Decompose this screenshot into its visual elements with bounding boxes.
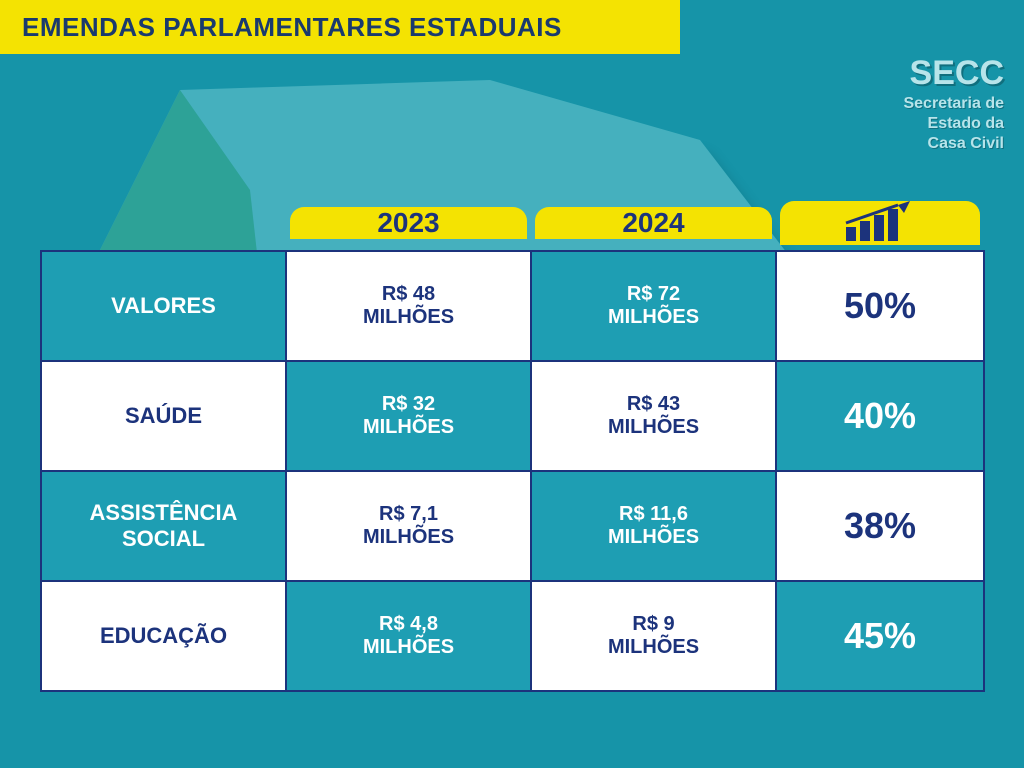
row-label: EDUCAÇÃO	[41, 581, 286, 691]
row-label: SAÚDE	[41, 361, 286, 471]
col-header-2024: 2024	[535, 207, 772, 239]
agency-logo: SECC Secretaria deEstado daCasa Civil	[903, 56, 1004, 154]
cell-pct: 38%	[776, 471, 984, 581]
cell-2023: R$ 7,1MILHÕES	[286, 471, 531, 581]
row-label: VALORES	[41, 251, 286, 361]
cell-pct: 45%	[776, 581, 984, 691]
col-header-2023: 2023	[290, 207, 527, 239]
col-header-growth	[780, 201, 980, 245]
growth-bars-icon	[840, 201, 920, 245]
row-label: ASSISTÊNCIA SOCIAL	[41, 471, 286, 581]
title-text: EMENDAS PARLAMENTARES ESTADUAIS	[22, 12, 562, 43]
data-table: 2023 2024 VALOR	[40, 195, 985, 692]
cell-pct: 50%	[776, 251, 984, 361]
cell-2024: R$ 72MILHÕES	[531, 251, 776, 361]
cell-2023: R$ 32MILHÕES	[286, 361, 531, 471]
cell-2024: R$ 11,6MILHÕES	[531, 471, 776, 581]
cell-2023: R$ 4,8MILHÕES	[286, 581, 531, 691]
logo-full-name: Secretaria deEstado daCasa Civil	[903, 94, 1004, 154]
cell-2023: R$ 48MILHÕES	[286, 251, 531, 361]
logo-acronym: SECC	[903, 56, 1004, 90]
cell-2024: R$ 9MILHÕES	[531, 581, 776, 691]
title-bar: EMENDAS PARLAMENTARES ESTADUAIS	[0, 0, 680, 54]
cell-2024: R$ 43MILHÕES	[531, 361, 776, 471]
cell-pct: 40%	[776, 361, 984, 471]
